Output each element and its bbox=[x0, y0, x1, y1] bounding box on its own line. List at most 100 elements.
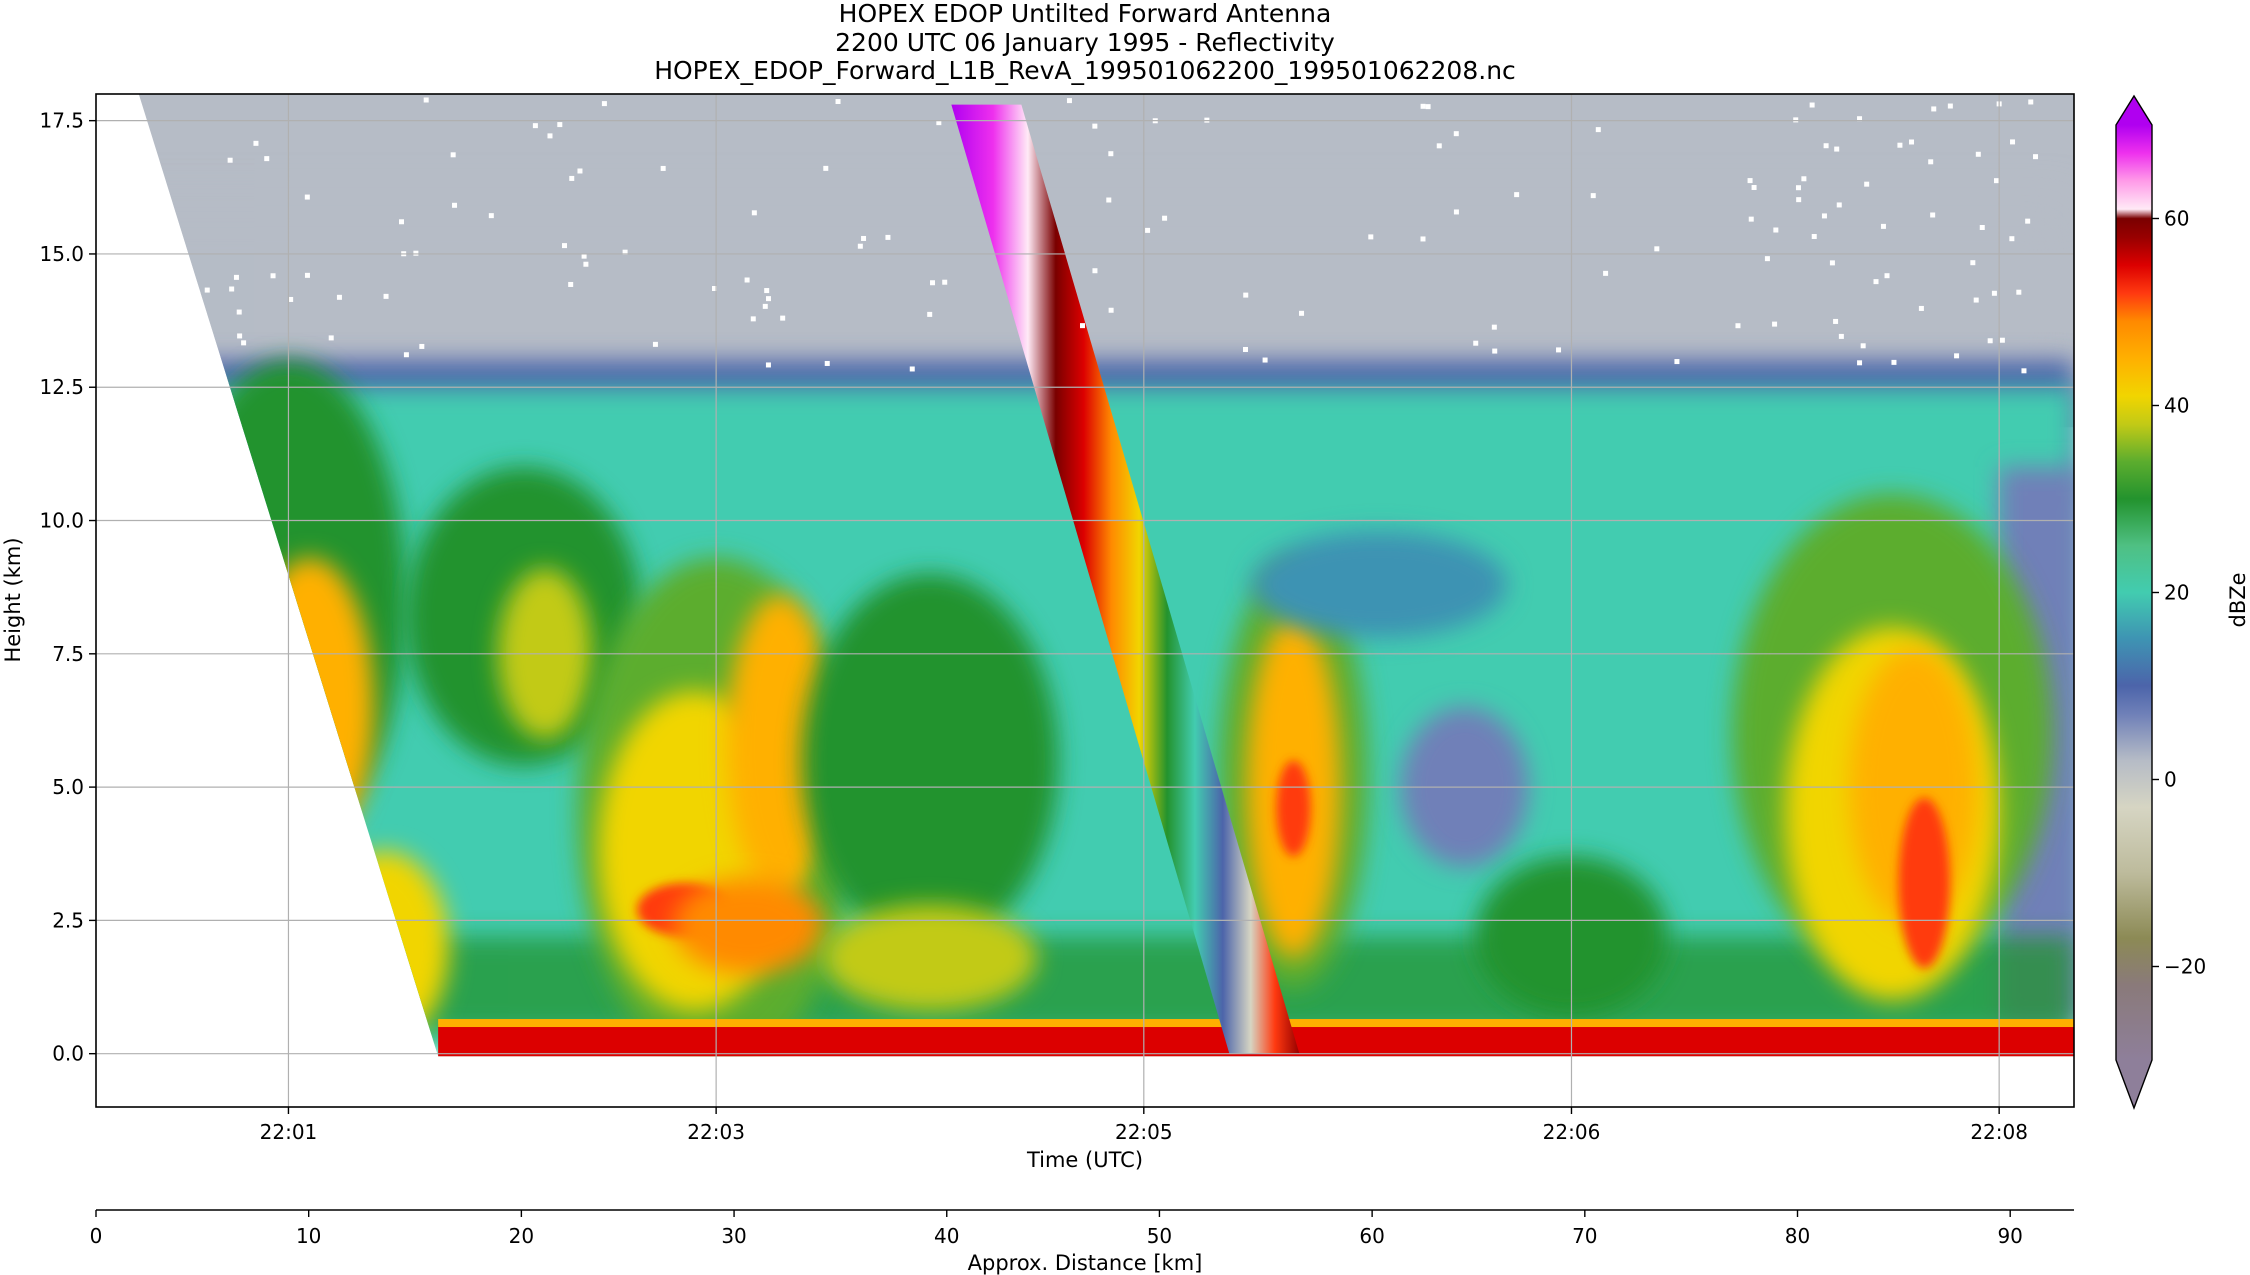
noise-speck bbox=[532, 123, 538, 129]
noise-speck bbox=[751, 210, 757, 216]
noise-speck bbox=[1492, 348, 1498, 354]
noise-speck bbox=[204, 287, 210, 293]
distance-tick-label: 10 bbox=[296, 1224, 321, 1248]
x-tick-label: 22:05 bbox=[1115, 1120, 1173, 1144]
noise-speck bbox=[1884, 273, 1890, 279]
noise-speck bbox=[236, 309, 242, 315]
colorbar-extend-min bbox=[2116, 1060, 2152, 1108]
noise-speck bbox=[304, 194, 310, 200]
axes-frame bbox=[95, 93, 2075, 1108]
noise-speck bbox=[1947, 103, 1953, 109]
distance-tick-label: 40 bbox=[934, 1224, 959, 1248]
noise-speck bbox=[1556, 347, 1562, 353]
distance-tick-label: 90 bbox=[1997, 1224, 2022, 1248]
echo-cell-12 bbox=[823, 904, 1037, 1012]
noise-speck bbox=[2033, 154, 2039, 160]
noise-speck bbox=[1973, 297, 1979, 303]
noise-speck bbox=[1764, 256, 1770, 262]
noise-speck bbox=[1836, 202, 1842, 208]
y-tick-label: 12.5 bbox=[39, 375, 84, 399]
noise-speck bbox=[1491, 324, 1497, 330]
noise-speck bbox=[253, 140, 259, 146]
noise-speck bbox=[399, 219, 405, 225]
noise-speck bbox=[403, 352, 409, 358]
interference-streak bbox=[951, 104, 1300, 1054]
noise-speck bbox=[780, 315, 786, 321]
noise-speck bbox=[233, 274, 239, 280]
noise-speck bbox=[1909, 139, 1915, 145]
noise-speck bbox=[488, 213, 494, 219]
y-tick-label: 5.0 bbox=[52, 775, 84, 799]
noise-speck bbox=[601, 101, 607, 107]
noise-speck bbox=[1864, 181, 1870, 187]
lower-layer bbox=[138, 936, 2074, 1033]
noise-speck bbox=[1857, 116, 1863, 122]
noise-speck bbox=[909, 366, 915, 372]
distance-tick-label: 20 bbox=[509, 1224, 534, 1248]
echo-cell-11 bbox=[801, 573, 1059, 948]
noise-speck bbox=[557, 122, 563, 128]
noise-speck bbox=[569, 175, 575, 181]
noise-speck bbox=[2009, 236, 2015, 242]
colorbar: −20 0 20 40 60 bbox=[2115, 94, 2206, 1110]
colorbar-tick-label: 0 bbox=[2164, 768, 2177, 792]
noise-speck bbox=[942, 279, 948, 285]
distance-tick-label: 70 bbox=[1572, 1224, 1597, 1248]
noise-speck bbox=[1080, 323, 1086, 329]
noise-speck bbox=[547, 133, 553, 139]
noise-speck bbox=[2016, 289, 2022, 295]
noise-speck bbox=[764, 288, 770, 294]
noise-speck bbox=[824, 360, 830, 366]
noise-speck bbox=[1108, 307, 1114, 313]
noise-speck bbox=[229, 286, 235, 292]
y-tick-label: 10.0 bbox=[39, 509, 84, 533]
noise-speck bbox=[419, 343, 425, 349]
y-tick-label: 15.0 bbox=[39, 242, 84, 266]
noise-speck bbox=[1674, 359, 1680, 365]
noise-speck bbox=[2010, 139, 2016, 145]
noise-speck bbox=[328, 335, 334, 341]
noise-speck bbox=[1873, 279, 1879, 285]
colorbar-tick-label: 60 bbox=[2164, 207, 2189, 231]
noise-speck bbox=[1590, 193, 1596, 199]
noise-speck bbox=[450, 152, 456, 158]
noise-speck bbox=[1975, 151, 1981, 157]
noise-speck bbox=[1795, 185, 1801, 191]
noise-speck bbox=[861, 235, 867, 241]
noise-speck bbox=[583, 261, 589, 267]
noise-speck bbox=[823, 165, 829, 171]
distance-tick-label: 0 bbox=[90, 1224, 103, 1248]
noise-speck bbox=[1880, 223, 1886, 229]
noise-speck bbox=[927, 311, 933, 317]
noise-speck bbox=[562, 243, 568, 249]
y-axis: 0.0 2.5 5.0 7.5 10.0 12.5 15.0 17.5 bbox=[39, 109, 96, 1066]
noise-speck bbox=[1162, 215, 1168, 221]
reflectivity-field bbox=[138, 94, 2074, 1057]
distance-tick-label: 50 bbox=[1147, 1224, 1172, 1248]
noise-speck bbox=[744, 277, 750, 283]
noise-speck bbox=[1747, 178, 1753, 184]
noise-speck bbox=[1823, 143, 1829, 149]
noise-speck bbox=[288, 296, 294, 302]
distance-axis-label: Approx. Distance [km] bbox=[968, 1251, 1203, 1275]
echo-cell-3 bbox=[320, 851, 449, 1044]
noise-speck bbox=[1930, 212, 1936, 218]
colorbar-extend-max bbox=[2116, 96, 2152, 125]
noise-speck bbox=[885, 234, 891, 240]
noise-speck bbox=[1420, 103, 1426, 109]
noise-speck bbox=[1772, 321, 1778, 327]
noise-speck bbox=[1809, 102, 1815, 108]
noise-speck bbox=[270, 273, 276, 279]
noise-speck bbox=[1931, 106, 1937, 112]
noise-speck bbox=[622, 249, 628, 255]
noise-speck bbox=[1928, 159, 1934, 165]
noise-speck bbox=[660, 165, 666, 171]
noise-speck bbox=[1860, 343, 1866, 349]
noise-speck bbox=[2021, 368, 2027, 374]
noise-speck bbox=[1108, 151, 1114, 157]
colorbar-outline bbox=[2115, 94, 2153, 1110]
chart-title: HOPEX EDOP Untilted Forward Antenna bbox=[838, 0, 1332, 28]
noise-speck bbox=[1811, 233, 1817, 239]
noise-speck bbox=[1987, 338, 1993, 344]
noise-speck bbox=[1425, 104, 1431, 110]
